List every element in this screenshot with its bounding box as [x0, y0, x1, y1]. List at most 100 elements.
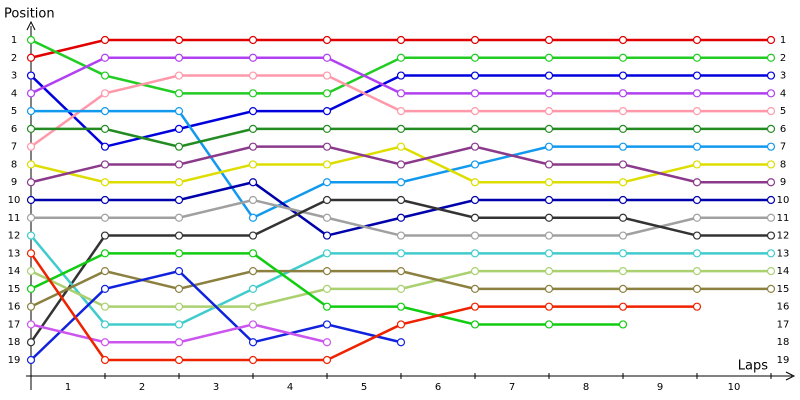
- position-marker: [618, 231, 628, 240]
- position-marker: [470, 142, 480, 151]
- position-marker: [248, 71, 258, 80]
- position-marker: [322, 320, 332, 329]
- position-marker: [618, 35, 628, 45]
- y-tick-label-right: 18: [777, 337, 790, 348]
- y-tick-label-right: 13: [777, 248, 790, 259]
- y-tick-label-right: 10: [777, 195, 790, 206]
- position-marker: [100, 213, 110, 222]
- position-marker: [26, 178, 36, 187]
- x-axis-arrow: [785, 371, 796, 381]
- position-marker: [766, 267, 776, 276]
- position-marker: [100, 35, 110, 45]
- position-marker: [692, 231, 702, 240]
- position-marker: [618, 249, 628, 258]
- position-marker: [26, 160, 36, 169]
- position-marker: [470, 124, 480, 133]
- position-marker: [174, 35, 184, 45]
- y-tick-label-right: 8: [780, 159, 786, 170]
- position-marker: [470, 160, 480, 169]
- position-marker: [174, 142, 184, 151]
- position-marker: [766, 249, 776, 258]
- position-marker: [322, 213, 332, 222]
- position-marker: [26, 302, 36, 311]
- position-marker: [26, 338, 36, 347]
- position-marker: [248, 89, 258, 98]
- position-marker: [766, 213, 776, 222]
- position-marker: [544, 320, 554, 329]
- position-marker: [470, 35, 480, 45]
- position-marker: [396, 178, 406, 187]
- position-marker: [544, 231, 554, 240]
- position-marker: [100, 249, 110, 258]
- position-marker: [544, 249, 554, 258]
- y-tick-label-right: 14: [777, 266, 790, 277]
- position-marker: [322, 142, 332, 151]
- y-tick-label: 9: [11, 177, 17, 188]
- position-marker: [248, 355, 258, 365]
- position-marker: [618, 178, 628, 187]
- position-marker: [100, 338, 110, 347]
- position-marker: [470, 107, 480, 116]
- position-marker: [248, 338, 258, 347]
- position-marker: [766, 195, 776, 205]
- position-marker: [470, 302, 480, 311]
- position-marker: [174, 249, 184, 258]
- x-tick-label: 9: [657, 382, 663, 393]
- position-marker: [766, 231, 776, 240]
- y-tick-label: 16: [8, 302, 21, 313]
- y-tick-label: 2: [11, 53, 17, 64]
- position-marker: [618, 320, 628, 329]
- position-marker: [544, 178, 554, 187]
- position-marker: [544, 53, 554, 62]
- position-marker: [26, 355, 36, 365]
- position-marker: [100, 71, 110, 80]
- position-marker: [470, 320, 480, 329]
- position-marker: [396, 53, 406, 62]
- y-tick-label: 18: [8, 337, 21, 348]
- position-marker: [174, 89, 184, 98]
- position-marker: [396, 89, 406, 98]
- y-tick-label: 17: [8, 319, 21, 330]
- position-marker: [618, 53, 628, 62]
- y-tick-label: 6: [11, 124, 17, 135]
- position-marker: [396, 338, 406, 347]
- position-marker: [470, 284, 480, 293]
- x-tick-label: 2: [139, 382, 145, 393]
- position-marker: [322, 53, 332, 62]
- position-marker: [618, 213, 628, 222]
- y-tick-label-right: 17: [777, 319, 790, 330]
- y-tick-label-right: 7: [780, 142, 786, 153]
- y-tick-label: 5: [11, 106, 17, 117]
- series-line: [29, 252, 697, 362]
- y-tick-label-right: 3: [780, 71, 786, 82]
- position-marker: [174, 213, 184, 222]
- position-marker: [100, 107, 110, 116]
- position-marker: [692, 124, 702, 133]
- position-marker: [470, 249, 480, 258]
- position-marker: [396, 35, 406, 45]
- position-marker: [248, 302, 258, 311]
- position-marker: [248, 213, 258, 222]
- position-marker: [26, 320, 36, 329]
- y-tick-label: 7: [11, 142, 17, 153]
- position-marker: [322, 267, 332, 276]
- position-marker: [396, 267, 406, 276]
- position-marker: [692, 160, 702, 169]
- position-marker: [544, 142, 554, 151]
- position-marker: [322, 35, 332, 45]
- position-marker: [396, 71, 406, 80]
- position-marker: [26, 213, 36, 222]
- y-tick-label-right: 12: [777, 231, 790, 242]
- position-marker: [692, 178, 702, 187]
- y-tick-label: 10: [8, 195, 21, 206]
- position-marker: [174, 195, 184, 205]
- position-marker: [26, 35, 36, 45]
- position-marker: [470, 195, 480, 205]
- position-marker: [322, 107, 332, 116]
- position-marker: [100, 284, 110, 293]
- position-marker: [766, 71, 776, 80]
- position-marker: [322, 231, 332, 240]
- position-marker: [174, 160, 184, 169]
- y-tick-label: 8: [11, 159, 17, 170]
- position-marker: [322, 284, 332, 293]
